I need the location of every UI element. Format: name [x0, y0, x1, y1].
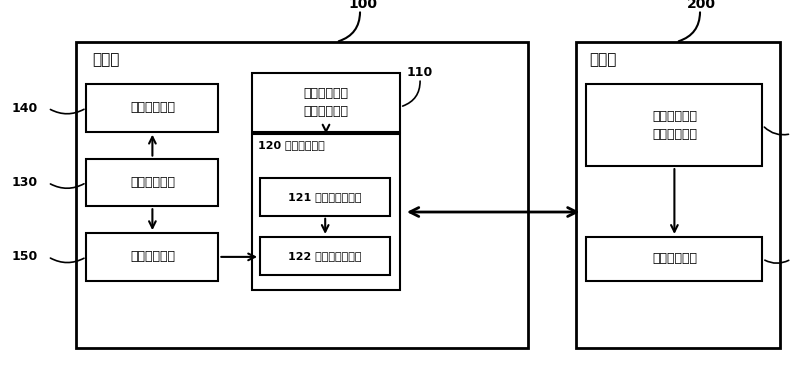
Bar [576, 42, 780, 348]
Text: 下行信道质量
指示测量单元: 下行信道质量 指示测量单元 [652, 110, 697, 141]
Text: 发送端: 发送端 [92, 52, 119, 67]
Text: 200: 200 [686, 0, 715, 11]
Text: 周期修改单元: 周期修改单元 [130, 101, 175, 115]
Text: 120 发送策略单元: 120 发送策略单元 [258, 140, 325, 150]
Bar [252, 134, 400, 290]
Bar [86, 159, 218, 206]
Text: 130: 130 [11, 176, 38, 189]
Text: 系数修改单元: 系数修改单元 [130, 250, 175, 264]
Text: 150: 150 [11, 250, 38, 263]
Text: 122 策略调整子单元: 122 策略调整子单元 [289, 251, 362, 261]
Text: 信息反馈单元: 信息反馈单元 [652, 252, 697, 265]
Text: 110: 110 [406, 66, 433, 79]
Text: 上行信道质量
指示测量单元: 上行信道质量 指示测量单元 [303, 87, 349, 118]
Text: 接收端: 接收端 [590, 52, 617, 67]
Text: 140: 140 [11, 102, 38, 115]
Text: 差异计算单元: 差异计算单元 [130, 176, 175, 189]
Bar [260, 237, 390, 275]
Text: 100: 100 [348, 0, 377, 11]
Text: 121 权値计算子单元: 121 权値计算子单元 [289, 192, 362, 202]
Bar [86, 233, 218, 281]
Bar [260, 178, 390, 216]
Bar [586, 84, 762, 166]
Bar [86, 84, 218, 132]
Bar [586, 237, 762, 281]
Bar [252, 73, 400, 132]
Bar [76, 42, 528, 348]
